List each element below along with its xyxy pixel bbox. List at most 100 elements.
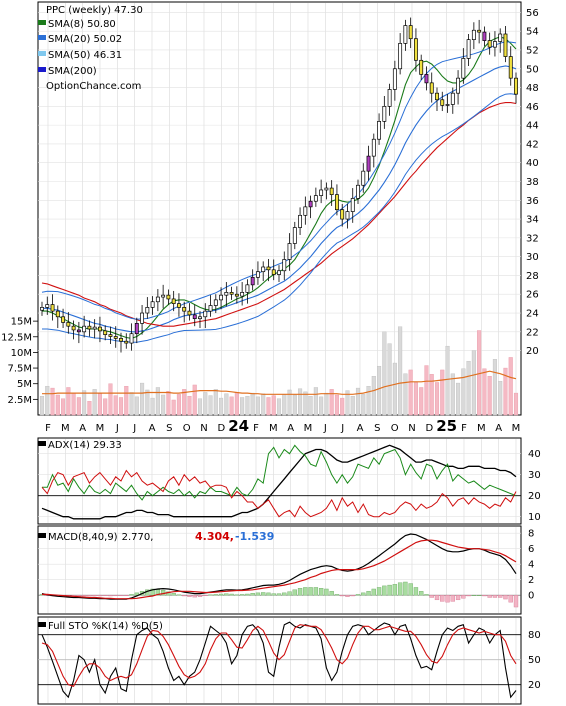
adx-tick-label: 10 [528,512,541,523]
macd-histogram-bar [387,584,392,596]
candle-body [503,33,508,57]
volume-bar [287,389,292,416]
price-grid [38,3,521,414]
x-tick-label: 25 [436,417,457,435]
volume-bar [97,393,102,416]
minus-di-line [41,469,517,518]
candle-body [313,195,318,202]
candle-body [40,307,44,311]
legend-swatch-sma20 [38,35,46,40]
candle-body [155,296,160,303]
candle-body [229,292,234,295]
x-tick-label: S [166,423,172,434]
volume-bar [197,398,203,416]
volume-bar [361,394,366,416]
price-tick-label: 38 [526,177,539,188]
macd-histogram-bar [187,594,192,597]
x-tick-label: M [61,423,70,434]
candle-body [308,200,313,208]
macd-histogram-bar [403,581,408,596]
macd-histogram-bar [276,593,282,596]
volume-bar [240,397,245,416]
macd-legend-swatch [38,533,46,538]
candle-body [98,326,102,332]
macd-grid [38,527,521,613]
stochastic-y-axis: 20 50 80 [528,630,541,691]
macd-histogram-bar [208,594,213,596]
volume-bar [213,389,218,416]
volume-bar [319,396,324,416]
candle-body [350,198,355,212]
candle-body [261,266,266,273]
adx-panel-frame [37,437,522,525]
volume-bar [292,394,297,416]
x-tick-label: S [374,423,380,434]
volume-bar [366,386,371,416]
macd-histogram-bar [129,594,134,596]
volume-bar [145,389,150,416]
volume-bar [450,373,455,416]
volume-bar [113,395,118,416]
candle-body [103,330,108,335]
candle-body [224,292,229,296]
macd-panel: 0 2 4 6 8 MACD(8,40,9) 2.770, 4.304, -1.539 [37,525,534,615]
candle-body [250,276,255,286]
volume-bar [166,391,171,416]
macd-histogram-bar [424,594,429,596]
legend-sma8: SMA(8) 50.80 [48,19,116,30]
x-axis-labels: F M A M J J A S O N D 24 F M A M J J A S O N D 25 F M A M [45,417,520,435]
macd-histogram-bar [429,594,434,598]
volume-bar [203,392,208,416]
candle-body [303,206,308,216]
adx-line [41,444,517,520]
price-tick-label: 26 [526,290,539,301]
candle-body [471,29,476,40]
candle-body [171,298,176,304]
volume-bar [71,392,76,416]
macd-histogram-bar [124,594,129,596]
volume-bar [219,397,224,416]
candle-body [266,266,271,271]
price-tick-label: 52 [526,45,539,56]
candle-body [271,269,276,275]
volume-bar [355,387,361,416]
volume-bar [129,392,134,416]
price-panel: 20 22 24 26 28 30 32 34 36 38 40 42 44 46 48 50 52 54 56 2… [1,1,539,416]
candle-body [440,99,445,106]
volume-bar [429,374,434,416]
volume-bar [82,390,87,416]
volume-bar [334,394,339,416]
volume-bar [271,395,276,416]
adx-y-axis: 10 20 30 40 [528,449,541,523]
x-tick-label: A [149,423,156,434]
candle-body [498,33,503,42]
macd-histogram-bar [134,592,139,596]
volume-bar [92,389,97,416]
macd-histogram-bar [450,594,455,602]
volume-bar [50,387,55,416]
volume-bar [466,360,471,416]
macd-histogram-bar [271,593,276,596]
volume-bar [103,398,108,416]
macd-histogram-bar [434,594,440,601]
volume-bar [434,382,440,416]
candle-body [403,25,408,44]
volume-bar [224,393,229,416]
candle-body [482,31,487,41]
volume-bar [229,396,234,416]
price-tick-label: 46 [526,102,539,113]
volume-bar [350,396,355,416]
stochastic-panel: 20 50 80 Full STO %K(14) %D(5) [37,616,541,705]
volume-bar [39,396,45,416]
price-tick-label: 50 [526,64,539,75]
macd-histogram-bar [150,588,155,596]
volume-bar [382,331,387,416]
volume-tick-label: 2.5M [7,395,32,406]
macd-histogram-bar [455,594,461,601]
volume-bar [424,365,429,416]
candle-body [203,310,208,318]
candle-body [319,189,324,196]
volume-bar [413,382,418,416]
price-tick-label: 42 [526,139,539,150]
macd-tick-label: 2 [528,575,534,586]
